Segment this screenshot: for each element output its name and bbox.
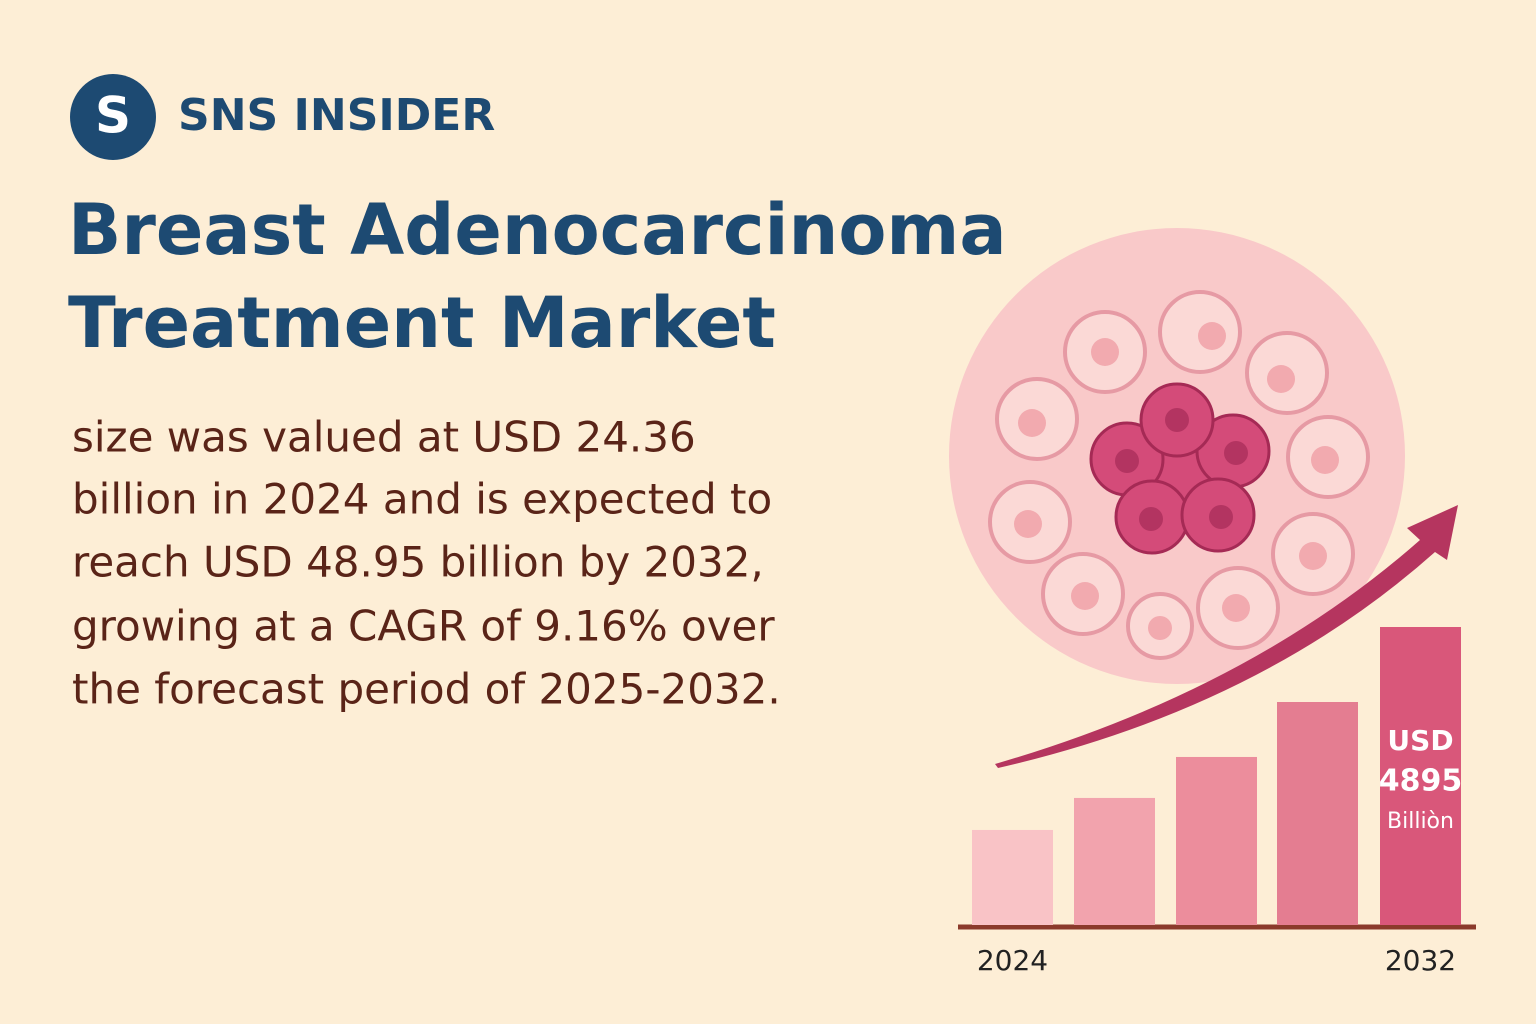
body-line: billion in 2024 and is expected to xyxy=(72,475,772,524)
body-line: the forecast period of 2025-2032. xyxy=(72,665,781,714)
bar-annotation: USD xyxy=(1387,724,1453,757)
bar-annotation: 4895 xyxy=(1379,764,1463,799)
body: size was valued at USD 24.36 billion in … xyxy=(72,413,781,714)
title: Treatment Market xyxy=(68,282,776,364)
bar xyxy=(1176,756,1257,925)
body-line: size was valued at USD 24.36 xyxy=(72,413,696,462)
body-line: growing at a CAGR of 9.16% over xyxy=(72,602,775,651)
body-line: reach USD 48.95 billion by 2032, xyxy=(72,538,764,587)
bar-chart: 2024 2032 USD 4895 Billiòn xyxy=(972,627,1462,977)
bar-annotation: Billiòn xyxy=(1387,809,1454,834)
x-tick-label: 2024 xyxy=(977,944,1048,977)
bar xyxy=(1074,797,1155,925)
logo-letter: S xyxy=(95,87,131,145)
bar xyxy=(1380,627,1461,925)
bar xyxy=(1277,702,1358,925)
brand: SNS INSIDER xyxy=(178,90,495,141)
logo xyxy=(70,74,156,160)
title: Breast Adenocarcinoma xyxy=(68,189,1007,271)
x-tick-label: 2032 xyxy=(1385,944,1456,977)
cell-illustration xyxy=(949,228,1405,684)
bar xyxy=(972,829,1053,925)
growth-arrow xyxy=(995,505,1458,768)
